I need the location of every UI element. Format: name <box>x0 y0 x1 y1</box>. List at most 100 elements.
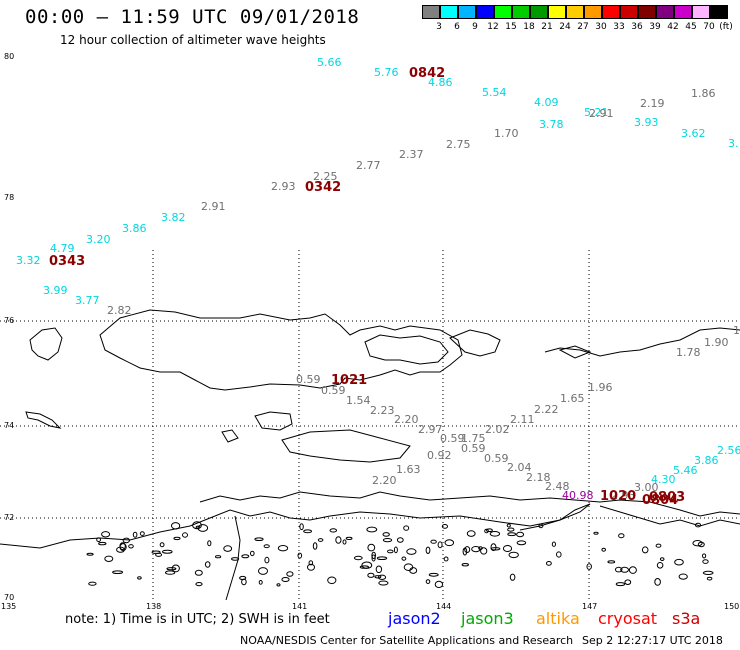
lake-outline <box>194 569 203 576</box>
lake-outline <box>694 522 702 528</box>
lake-outline <box>396 537 404 543</box>
sat-label-jason2: jason2 <box>388 609 441 628</box>
lake-outline <box>119 542 126 550</box>
lake-outline <box>215 555 222 559</box>
lake-outline <box>678 573 688 580</box>
lake-outline <box>466 530 476 537</box>
legend-label: 70 <box>703 22 715 32</box>
lake-outline <box>586 563 592 570</box>
lake-outline <box>367 572 375 578</box>
small-island-sw <box>25 411 62 429</box>
legend-swatch <box>584 5 602 19</box>
legend-label: 42 <box>667 22 679 32</box>
lake-outline <box>618 533 625 539</box>
time-label: 0343 <box>49 254 85 269</box>
lake-outline <box>96 537 101 543</box>
lake-outline <box>317 538 324 542</box>
lake-outline <box>378 580 389 586</box>
lake-outline <box>538 523 544 529</box>
lake-outline <box>307 563 315 571</box>
lake-outline <box>641 546 649 554</box>
swh-value: 1.70 <box>494 127 519 140</box>
swh-value: 4.86 <box>428 76 453 89</box>
lake-outline <box>702 559 709 564</box>
lake-outline <box>409 567 418 574</box>
lake-outline <box>393 546 398 554</box>
lake-outline <box>86 552 94 556</box>
legend-swatch <box>620 5 638 19</box>
lake-outline <box>697 541 705 548</box>
lake-outline <box>195 582 203 587</box>
islet-1 <box>254 411 293 431</box>
legend-swatch <box>674 5 692 19</box>
lake-outline <box>241 554 250 559</box>
lake-outline <box>376 556 388 561</box>
swh-value: 2.02 <box>485 423 510 436</box>
swh-value: 3.62 <box>681 127 706 140</box>
lake-outline <box>207 540 212 547</box>
lake-outline <box>353 555 363 561</box>
lake-outline <box>359 565 370 569</box>
lake-outline <box>486 528 493 533</box>
lake-outline <box>182 532 188 538</box>
sat-label-s3a: s3a <box>672 609 701 628</box>
lake-outline <box>425 579 431 584</box>
lake-outline <box>441 524 448 529</box>
lon-label-135: 135 <box>1 602 16 611</box>
swh-value: 1.78 <box>676 346 701 359</box>
lake-outline <box>556 551 562 558</box>
lake-outline <box>403 563 414 572</box>
lake-outline <box>335 536 342 544</box>
swh-value: 0.59 <box>296 373 321 386</box>
swh-value: 0.59 <box>440 432 465 445</box>
swh-value: 2.93 <box>611 489 636 502</box>
lon-label-144: 144 <box>436 602 451 611</box>
swh-value: 2.97 <box>418 423 443 436</box>
legend-label: 30 <box>595 22 607 32</box>
far-east-islet <box>558 345 592 359</box>
lake-outline <box>264 556 270 564</box>
swh-value: 5.21 <box>584 106 609 119</box>
time-label: 1020 <box>600 489 636 504</box>
lake-outline <box>159 542 165 548</box>
swh-value: 2.22 <box>534 403 559 416</box>
lakes <box>86 521 714 589</box>
lake-outline <box>509 573 516 581</box>
legend-label: 39 <box>649 22 661 32</box>
sat-label-cryosat: cryosat <box>598 609 658 628</box>
lake-outline <box>620 566 629 573</box>
lake-outline <box>593 531 599 535</box>
lake-outline <box>506 523 511 528</box>
map-subtitle: 12 hour collection of altimeter wave hei… <box>60 33 326 47</box>
lake-outline <box>137 576 142 580</box>
lake-outline <box>166 567 177 571</box>
lake-outline <box>382 532 390 537</box>
lake-outline <box>607 560 616 564</box>
lake-outline <box>281 577 290 582</box>
legend-swatch <box>530 5 548 19</box>
lake-outline <box>254 537 264 542</box>
lake-outline <box>104 555 114 562</box>
legend-swatch <box>710 5 728 19</box>
swh-value: 5.76 <box>374 66 399 79</box>
legend-label: 45 <box>685 22 697 32</box>
legend-swatch <box>512 5 530 19</box>
east-island <box>449 329 501 357</box>
lake-outline <box>628 566 637 574</box>
swh-value: 2.93 <box>271 180 296 193</box>
islet-3 <box>221 429 239 443</box>
lon-label-141: 141 <box>292 602 307 611</box>
lake-outline <box>464 546 471 554</box>
lake-outline <box>656 562 664 569</box>
lake-outline <box>430 539 437 544</box>
swh-value: 2.20 <box>372 474 397 487</box>
legend-label: 18 <box>523 22 535 32</box>
swh-value: 1.65 <box>560 392 585 405</box>
lake-outline <box>250 550 255 557</box>
swh-value: 1.90 <box>704 336 729 349</box>
swh-value: 2.77 <box>356 159 381 172</box>
legend-unit: (ft) <box>719 22 733 32</box>
time-label: 0804 <box>642 493 678 508</box>
lake-outline <box>345 536 353 541</box>
